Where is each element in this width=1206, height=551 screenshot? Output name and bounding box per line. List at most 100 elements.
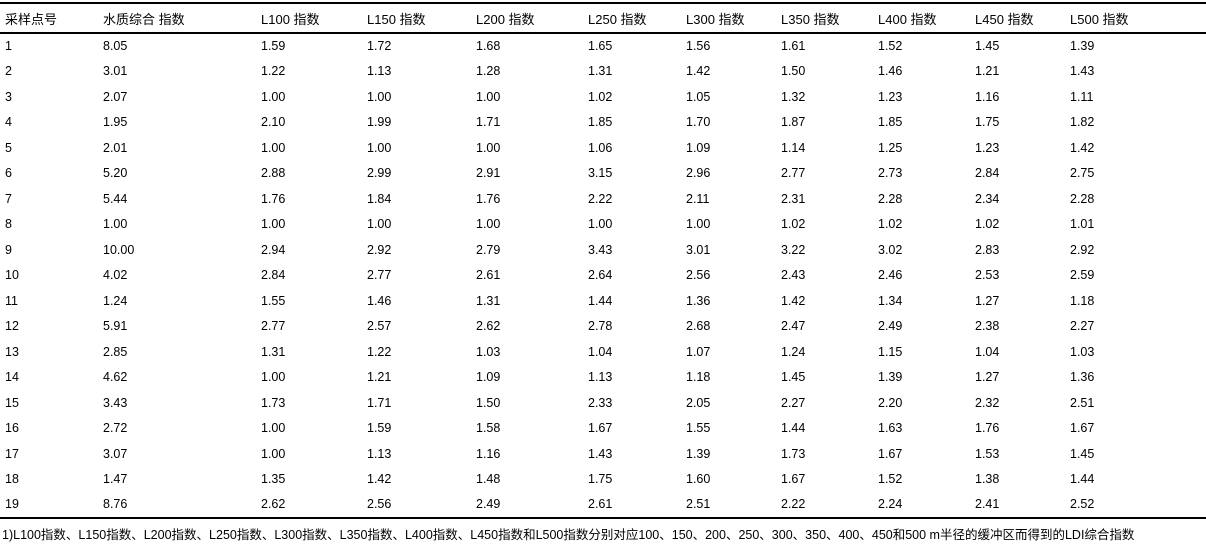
table-row: 8 1.00 1.00 1.00 1.00 1.00 1.00 1.02 1.02 1.02 1.0…: [0, 212, 1206, 238]
table-cell: 1.67: [1070, 421, 1095, 436]
table-cell: 1.28: [476, 64, 501, 79]
table-cell: 1.45: [975, 39, 1000, 54]
table-cell: 1.39: [686, 446, 711, 461]
table-cell: 2.68: [686, 319, 711, 334]
table-cell: 1.44: [588, 293, 613, 308]
table-row: 18 1.47 1.35 1.42 1.48 1.75 1.60 1.67 1.52 1.38 1.…: [0, 467, 1206, 493]
column-header-0: 采样点号: [0, 3, 98, 34]
table-cell: 8.76: [103, 497, 128, 512]
table-cell: 1.00: [686, 217, 711, 232]
table-cell: 1.00: [367, 89, 392, 104]
table-cell: 3.43: [103, 395, 128, 410]
table-cell: 2.51: [1070, 395, 1095, 410]
table-cell: 2.64: [588, 268, 613, 283]
column-header-2: L100 指数: [256, 3, 362, 34]
table-cell: 2.51: [686, 497, 711, 512]
table-cell: 2.07: [103, 89, 128, 104]
table-cell: 4.62: [103, 370, 128, 385]
table-cell: 1.11: [1070, 89, 1094, 104]
table-row: 14 4.62 1.00 1.21 1.09 1.13 1.18 1.45 1.39 1.27 1.…: [0, 365, 1206, 391]
table-cell: 2.85: [103, 344, 128, 359]
table-cell: 1.05: [686, 89, 711, 104]
table-row: 13 2.85 1.31 1.22 1.03 1.04 1.07 1.24 1.15 1.04 1.…: [0, 339, 1206, 365]
table-cell: 1.16: [476, 446, 501, 461]
table-row: 7 5.44 1.76 1.84 1.76 2.22 2.11 2.31 2.28 2.34 2.2…: [0, 186, 1206, 212]
table-cell: 1.22: [261, 64, 286, 79]
table-cell: 1.46: [367, 293, 392, 308]
table-cell: 1.04: [588, 344, 613, 359]
column-header-5: L250 指数: [583, 3, 681, 34]
table-cell: 2.53: [975, 268, 1000, 283]
table-row: 16 2.72 1.00 1.59 1.58 1.67 1.55 1.44 1.63 1.76 1.…: [0, 416, 1206, 442]
table-cell: 3.43: [588, 242, 613, 257]
table-cell: 1.15: [878, 344, 903, 359]
table-cell: 1.36: [1070, 370, 1095, 385]
table-cell: 1.02: [781, 217, 806, 232]
table-cell: 2.84: [261, 268, 286, 283]
table-cell: 1.00: [261, 446, 286, 461]
table-cell: 1.59: [261, 39, 286, 54]
table-cell: 1.52: [878, 39, 903, 54]
table-cell: 2.31: [781, 191, 806, 206]
table-cell: 16: [5, 421, 19, 436]
table-cell: 2.46: [878, 268, 903, 283]
table-cell: 2.20: [878, 395, 903, 410]
table-cell: 1.13: [367, 64, 392, 79]
table-cell: 2.83: [975, 242, 1000, 257]
table-cell: 2.77: [367, 268, 392, 283]
column-header-1: 水质综合 指数: [98, 3, 256, 34]
table-cell: 1.55: [261, 293, 286, 308]
table-cell: 12: [5, 319, 19, 334]
table-cell: 1.31: [476, 293, 501, 308]
header-row: 采样点号 水质综合 指数 L100 指数 L150 指数 L200 指数 L250 指数 L…: [0, 3, 1206, 34]
table-cell: 1.39: [878, 370, 903, 385]
table-cell: 8: [5, 217, 12, 232]
table-cell: 3.15: [588, 166, 613, 181]
table-cell: 2.43: [781, 268, 806, 283]
table-cell: 2.78: [588, 319, 613, 334]
table-cell: 1.13: [367, 446, 392, 461]
column-header-8: L400 指数: [873, 3, 970, 34]
table-cell: 1.67: [781, 472, 806, 487]
table-cell: 2.73: [878, 166, 903, 181]
table-cell: 1.00: [261, 217, 286, 232]
table-cell: 2.56: [686, 268, 711, 283]
table-cell: 1.67: [878, 446, 903, 461]
table-cell: 2.57: [367, 319, 392, 334]
table-cell: 1.95: [103, 115, 128, 130]
table-cell: 1.45: [1070, 446, 1095, 461]
table-row: 15 3.43 1.73 1.71 1.50 2.33 2.05 2.27 2.20 2.32 2.…: [0, 390, 1206, 416]
table-cell: 1.00: [261, 140, 286, 155]
table-cell: 1.56: [686, 39, 711, 54]
table-cell: 1.00: [261, 370, 286, 385]
table-cell: 2.59: [1070, 268, 1095, 283]
table-cell: 1.07: [686, 344, 711, 359]
table-cell: 1.31: [588, 64, 613, 79]
table-cell: 2.92: [367, 242, 392, 257]
table-cell: 1.55: [686, 421, 711, 436]
table-cell: 1.73: [781, 446, 806, 461]
table-row: 5 2.01 1.00 1.00 1.00 1.06 1.09 1.14 1.25 1.23 1.4…: [0, 135, 1206, 161]
table-cell: 2.32: [975, 395, 1000, 410]
table-cell: 1.03: [476, 344, 501, 359]
table-cell: 1.39: [1070, 39, 1095, 54]
table-cell: 2.28: [878, 191, 903, 206]
table-cell: 5.91: [103, 319, 128, 334]
table-row: 4 1.95 2.10 1.99 1.71 1.85 1.70 1.87 1.85 1.75 1.8…: [0, 110, 1206, 136]
table-cell: 17: [5, 446, 19, 461]
table-cell: 2.27: [781, 395, 806, 410]
column-header-10: L500 指数: [1065, 3, 1206, 34]
table-cell: 1.76: [476, 191, 501, 206]
table-cell: 1.23: [878, 89, 903, 104]
table-cell: 2.41: [975, 497, 1000, 512]
table-cell: 1.24: [781, 344, 806, 359]
table-cell: 1.75: [975, 115, 1000, 130]
table-cell: 2.05: [686, 395, 711, 410]
table-cell: 1.76: [261, 191, 286, 206]
table-cell: 7: [5, 191, 12, 206]
table-cell: 1.47: [103, 472, 128, 487]
table-cell: 8.05: [103, 39, 128, 54]
table-cell: 1.00: [367, 217, 392, 232]
table-cell: 1.43: [588, 446, 613, 461]
table-cell: 2: [5, 64, 12, 79]
